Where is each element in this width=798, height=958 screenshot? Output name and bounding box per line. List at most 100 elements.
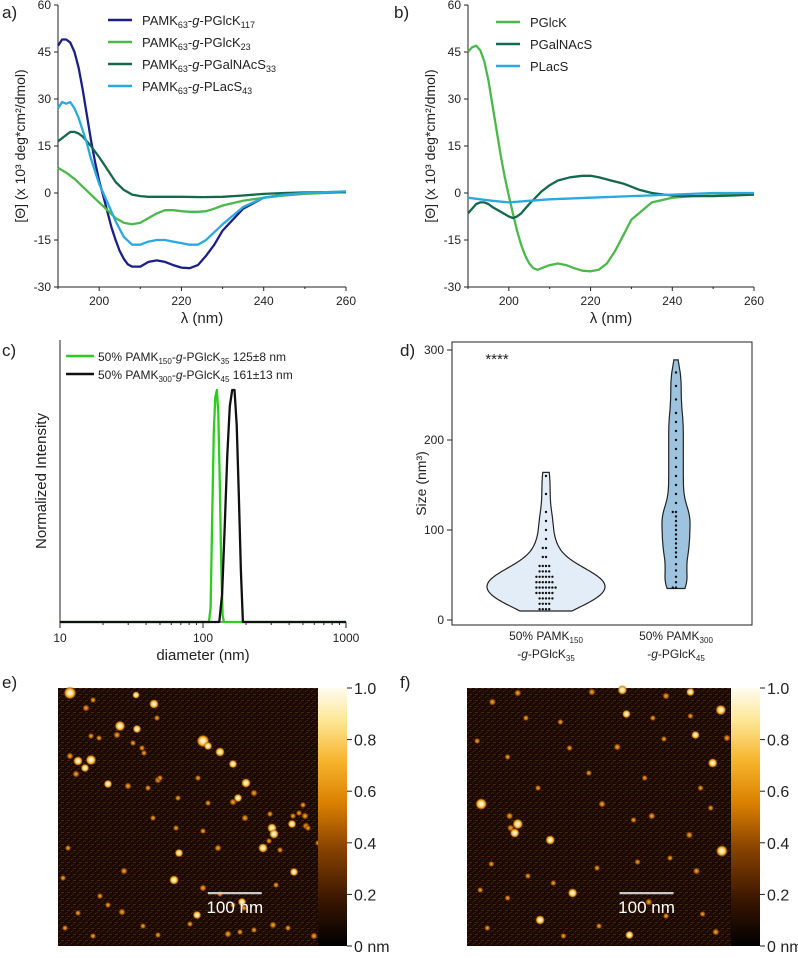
violin-point <box>674 474 678 478</box>
afm-particle <box>598 800 606 808</box>
violin-point <box>551 586 554 589</box>
afm-particle <box>295 809 303 817</box>
afm-particle <box>484 924 491 932</box>
y-tick-label: 300 <box>424 343 444 357</box>
afm-particle <box>154 931 162 939</box>
afm-particle <box>241 778 251 788</box>
series-line-3 <box>57 100 347 246</box>
afm-particle <box>140 749 148 757</box>
significance-marker: **** <box>485 351 509 368</box>
afm-particle <box>287 819 297 829</box>
y-tick-label: 60 <box>38 0 52 12</box>
colorbar-tick-label: 0.6 <box>354 784 376 801</box>
y-axis-label: Normalized Intensity <box>33 413 50 549</box>
violin-point <box>538 602 541 605</box>
violin-point <box>674 371 678 374</box>
afm-particle <box>95 734 103 742</box>
violin-point <box>538 575 541 578</box>
group-label-line1-0: 50% PAMK150 <box>509 629 583 645</box>
y-tick-label: 15 <box>448 139 462 153</box>
afm-particle <box>214 844 222 852</box>
afm-particle <box>504 894 511 902</box>
panel-label-d: d) <box>400 341 415 360</box>
afm-particle <box>617 685 628 695</box>
afm-particle <box>72 770 80 778</box>
y-tick-label: 15 <box>38 139 52 153</box>
afm-particle <box>289 867 299 877</box>
violin-point <box>551 591 554 595</box>
violin-point <box>544 591 548 595</box>
afm-particle <box>66 752 74 760</box>
violin-point <box>554 586 557 589</box>
afm-particle <box>625 930 634 940</box>
afm-particle <box>697 784 704 792</box>
violin-point <box>548 586 551 589</box>
afm-particle <box>186 920 194 928</box>
violin-point <box>541 581 544 584</box>
afm-particle <box>560 932 567 940</box>
afm-particle <box>229 798 237 806</box>
series-line-0 <box>60 388 346 624</box>
panel-label-f: f) <box>400 673 410 692</box>
afm-particle <box>476 886 484 894</box>
violin-point <box>541 608 544 611</box>
afm-particle <box>504 753 511 761</box>
afm-particle <box>666 854 674 862</box>
legend-entry-1: 50% PAMK300-g-PGlcK45 161±13 nm <box>98 368 293 384</box>
afm-particle <box>59 874 67 882</box>
violin-point <box>674 456 678 460</box>
violin-point <box>544 570 548 573</box>
colorbar <box>318 688 347 946</box>
violin-point <box>674 575 678 578</box>
violin-point <box>544 492 548 496</box>
afm-image-pamk300: 100 nm 1.0 0.8 0.6 0.4 0.2 0 nm <box>467 681 798 956</box>
afm-particle <box>96 892 104 900</box>
afm-particle <box>711 928 720 936</box>
group-label-line2-1: -g-PGlcK45 <box>647 647 705 663</box>
afm-particle <box>73 756 83 766</box>
afm-particle <box>266 810 274 818</box>
violin-point <box>674 519 678 523</box>
violin-point <box>674 546 678 550</box>
violin-point <box>544 519 548 523</box>
afm-particle <box>103 779 113 789</box>
violin-point <box>544 555 548 559</box>
series-line-0 <box>57 38 347 270</box>
cd-spectra-grafted-chart: -30 -15 0 15 30 45 60 200 220 240 260 λ (nm) [Θ] (x … <box>12 0 356 327</box>
x-tick-label: 220 <box>171 294 191 308</box>
afm-particle <box>63 686 77 700</box>
violin-point <box>541 564 544 568</box>
violin-point <box>544 537 548 541</box>
violin-point <box>538 581 541 584</box>
panel-label-e: e) <box>2 673 17 692</box>
violin-point <box>674 569 678 572</box>
afm-particle <box>473 737 481 745</box>
violin-point <box>674 429 678 433</box>
violin-point <box>674 586 678 589</box>
afm-particle <box>250 789 258 797</box>
violin-point <box>674 542 678 545</box>
afm-particle <box>534 784 542 792</box>
violin-point <box>548 602 551 605</box>
afm-particle <box>129 739 137 747</box>
afm-image-pamk150: 100 nm 1.0 0.8 0.6 0.4 0.2 0 nm <box>58 681 390 956</box>
series-line-2 <box>467 191 754 204</box>
violin-point <box>544 586 548 589</box>
legend-entry-0: PGlcK <box>530 15 567 30</box>
violin-point <box>538 570 541 573</box>
afm-particle <box>269 829 279 839</box>
violin-point <box>674 398 678 401</box>
afm-particle <box>276 846 284 854</box>
y-tick-label: -30 <box>444 280 462 294</box>
afm-particle <box>692 867 701 875</box>
violin-point <box>548 591 551 595</box>
violin-point <box>544 564 548 568</box>
afm-particle <box>120 867 128 875</box>
violin-point <box>538 608 541 611</box>
cd-spectra-homopolymer-chart: -30 -15 0 15 30 45 60 200 220 240 260 λ (nm) [Θ] (x … <box>422 0 764 327</box>
afm-particle <box>685 831 694 839</box>
afm-particle <box>557 718 564 726</box>
afm-particle <box>649 714 657 722</box>
colorbar-tick-label: 0.2 <box>767 887 789 904</box>
afm-particle <box>156 774 164 782</box>
